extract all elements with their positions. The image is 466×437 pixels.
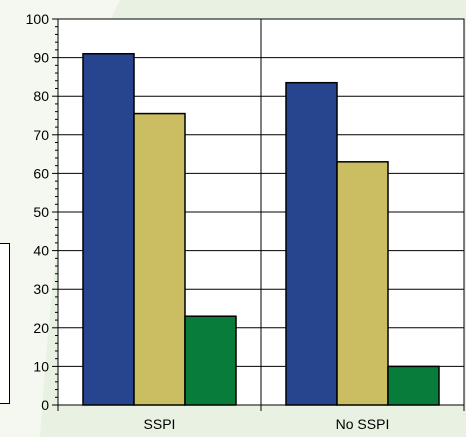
y-tick-label: 90 bbox=[33, 50, 49, 66]
legend-box bbox=[0, 243, 10, 404]
bar bbox=[133, 112, 186, 406]
y-axis: 0 10 20 30 40 50 60 70 80 90 100 bbox=[26, 11, 58, 413]
y-tick-label: 100 bbox=[26, 11, 50, 27]
bar bbox=[82, 52, 135, 406]
x-tick-label: SSPI bbox=[144, 416, 176, 432]
x-tick-label: No SSPI bbox=[336, 416, 390, 432]
y-tick-label: 70 bbox=[33, 127, 49, 143]
y-tick-label: 60 bbox=[33, 165, 49, 181]
y-tick-label: 50 bbox=[33, 204, 49, 220]
y-tick-label: 80 bbox=[33, 88, 49, 104]
x-axis: SSPI No SSPI bbox=[57, 405, 465, 432]
bars bbox=[82, 52, 440, 406]
bar bbox=[336, 161, 389, 406]
bar bbox=[184, 315, 237, 406]
y-tick-label: 10 bbox=[33, 358, 49, 374]
y-tick-label: 20 bbox=[33, 320, 49, 336]
y-tick-label: 40 bbox=[33, 243, 49, 259]
bar bbox=[387, 365, 440, 406]
bar bbox=[285, 81, 338, 406]
y-tick-label: 0 bbox=[41, 397, 49, 413]
y-tick-label: 30 bbox=[33, 281, 49, 297]
